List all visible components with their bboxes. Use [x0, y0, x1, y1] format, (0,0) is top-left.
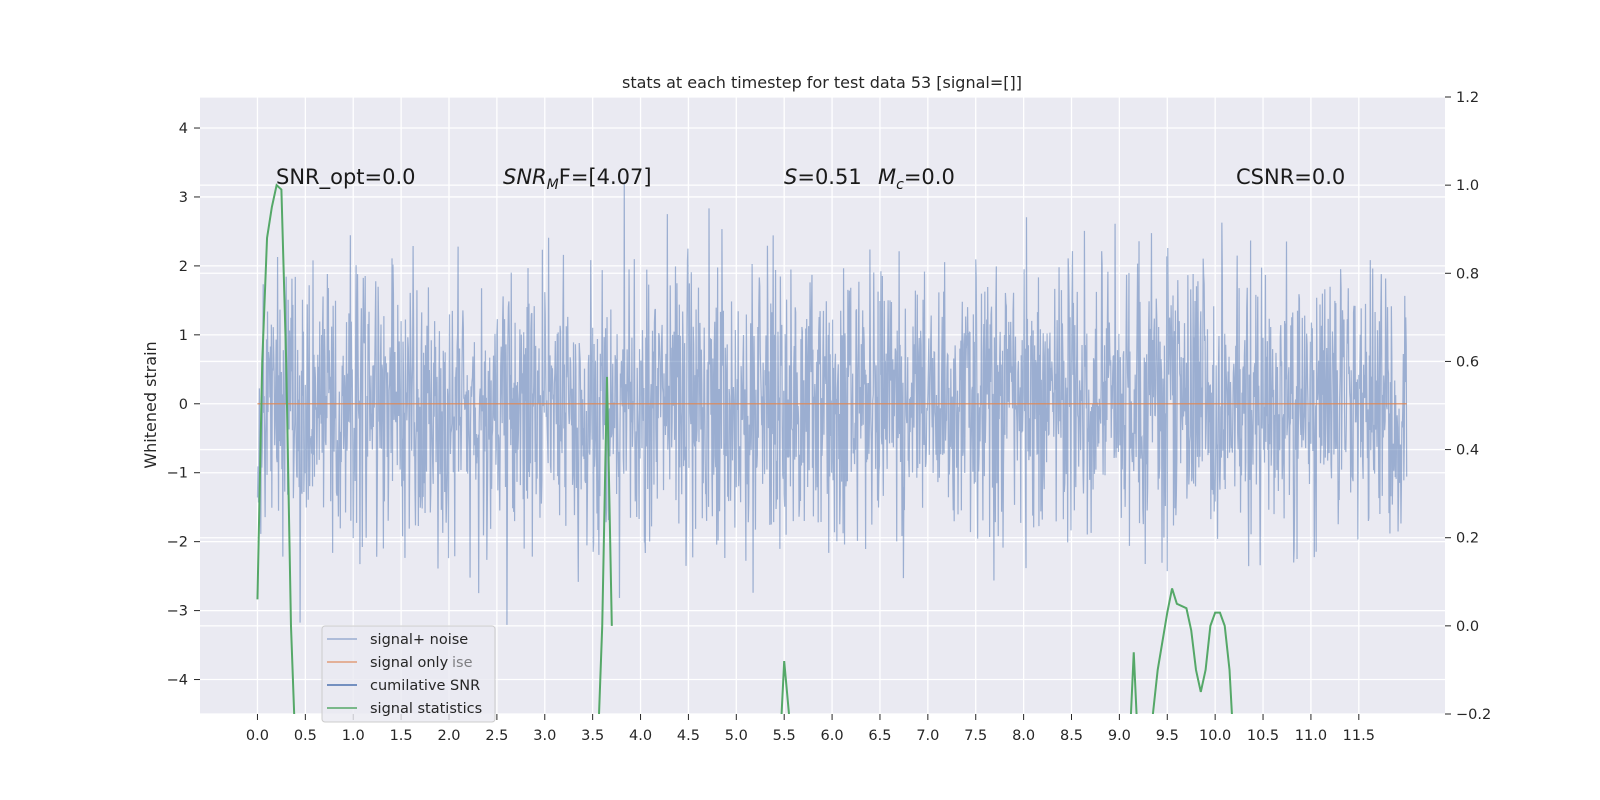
- y-right-tick-label: 0.0: [1456, 619, 1479, 635]
- y-left-tick-label: −3: [167, 604, 188, 620]
- legend-label-signal-plus-noise: signal+ noise: [370, 632, 468, 648]
- y-right-tick-label: 0.4: [1456, 443, 1479, 459]
- annotation-mc-rest: =0.0: [904, 165, 955, 189]
- annotation-mc-base: M: [878, 165, 896, 189]
- y-right-tick-label: 0.8: [1456, 266, 1479, 282]
- y-right-tick-label: −0.2: [1456, 707, 1491, 723]
- x-tick-label: 6.0: [821, 728, 844, 744]
- annotation-csnr: CSNR=0.0: [1236, 165, 1345, 189]
- legend-ghost-text: ise: [452, 655, 473, 671]
- y-right-tick-label: 1.0: [1456, 178, 1479, 194]
- x-tick-label: 10.5: [1247, 728, 1279, 744]
- x-axis-ticks: 0.0 0.5 1.0 1.5 2.0 2.5 3.0 3.5 4.0 4.5 5.0 5.5 6.0 6…: [246, 714, 1375, 744]
- y-left-tick-label: 1: [179, 328, 188, 344]
- signal-statistics-line: [780, 661, 790, 714]
- annotation-mc-sub: c: [896, 177, 904, 193]
- y-axis-label: Whitened strain: [141, 341, 160, 468]
- y-right-tick-label: 1.2: [1456, 90, 1479, 106]
- signal-statistics-line: [1129, 588, 1233, 714]
- legend-label-signal-only: signal only: [370, 655, 449, 671]
- y-left-tick-label: 3: [179, 190, 188, 206]
- y-left-tick-label: 2: [179, 259, 188, 275]
- x-tick-label: 7.0: [916, 728, 939, 744]
- noise-line: [256, 182, 1408, 625]
- x-tick-label: 11.5: [1343, 728, 1375, 744]
- x-tick-label: 9.0: [1108, 728, 1131, 744]
- series-signal-statistics: [256, 183, 1233, 714]
- x-tick-label: 3.0: [533, 728, 556, 744]
- y-left-tick-label: −4: [167, 673, 188, 689]
- x-tick-label: 8.5: [1060, 728, 1083, 744]
- y-right-tick-label: 0.2: [1456, 531, 1479, 547]
- annotation-snr-mf: SNRMF=[4.07]: [503, 165, 652, 193]
- annotation-mc: Mc=0.0: [878, 165, 955, 193]
- x-tick-label: 2.0: [437, 728, 460, 744]
- legend-box: [321, 625, 496, 723]
- x-tick-label: 2.5: [485, 728, 508, 744]
- x-tick-label: 1.5: [390, 728, 413, 744]
- annotation-snr-mf-rest: F=[4.07]: [559, 165, 652, 189]
- legend: ise signal+ noise signal only cumilative…: [321, 625, 496, 723]
- x-tick-label: 6.5: [868, 728, 891, 744]
- signal-statistics-line: [598, 376, 613, 714]
- x-tick-label: 7.5: [964, 728, 987, 744]
- x-tick-label: 11.0: [1295, 728, 1327, 744]
- annotation-s: S=0.51: [784, 165, 862, 189]
- x-tick-label: 3.5: [581, 728, 604, 744]
- series-signal-plus-noise: [256, 182, 1408, 625]
- signal-statistics-line: [256, 183, 296, 714]
- x-tick-label: 5.5: [773, 728, 796, 744]
- legend-label-signal-statistics: signal statistics: [370, 701, 482, 717]
- y-axis-right-ticks: 1.2 1.0 0.8 0.6 0.4 0.2 0.0 −0.2: [1445, 90, 1491, 723]
- x-tick-label: 4.0: [629, 728, 652, 744]
- chart-title: stats at each timestep for test data 53 …: [622, 73, 1022, 92]
- x-tick-label: 9.5: [1156, 728, 1179, 744]
- x-tick-label: 0.0: [246, 728, 269, 744]
- y-left-tick-label: 4: [179, 121, 188, 137]
- x-tick-label: 10.0: [1199, 728, 1231, 744]
- annotation-s-base: S: [784, 165, 797, 189]
- annotation-snr-opt: SNR_opt=0.0: [276, 165, 416, 190]
- annotation-s-rest: =0.51: [797, 165, 861, 189]
- x-tick-label: 1.0: [342, 728, 365, 744]
- annotation-snr-mf-base: SNR: [503, 165, 547, 189]
- x-tick-label: 4.5: [677, 728, 700, 744]
- x-tick-label: 0.5: [294, 728, 317, 744]
- x-tick-label: 8.0: [1012, 728, 1035, 744]
- x-tick-label: 5.0: [725, 728, 748, 744]
- y-left-tick-label: −2: [167, 535, 188, 551]
- annotation-snr-mf-sub: M: [547, 177, 559, 193]
- y-right-tick-label: 0.6: [1456, 354, 1479, 370]
- y-axis-left-ticks: 4 3 2 1 0 −1 −2 −3 −4: [167, 121, 200, 689]
- legend-label-cumulative-snr: cumilative SNR: [370, 678, 480, 694]
- y-left-tick-label: −1: [167, 466, 188, 482]
- y-left-tick-label: 0: [179, 397, 188, 413]
